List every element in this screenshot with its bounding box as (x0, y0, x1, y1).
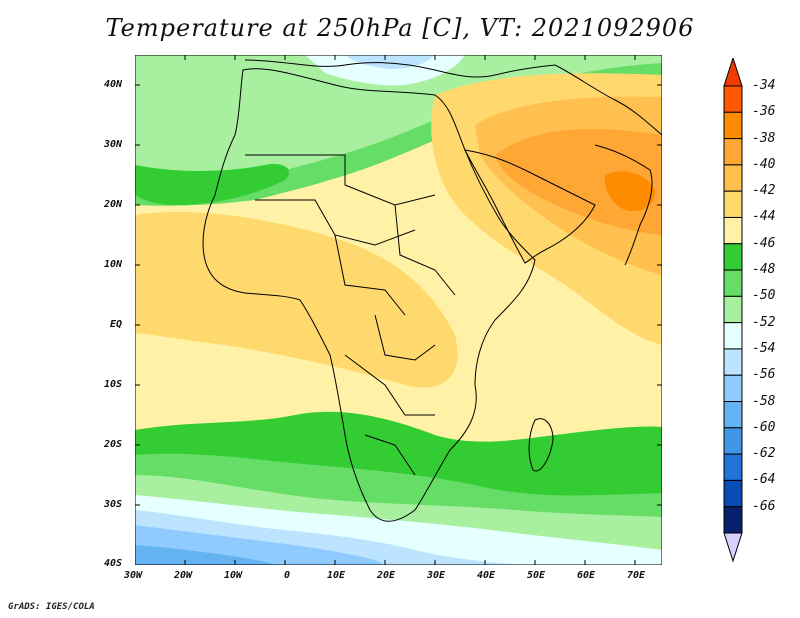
lon-label-30e: 30E (427, 570, 446, 581)
map-canvas (135, 55, 662, 565)
lon-label-70e: 70E (627, 570, 646, 581)
colorbar-box (723, 348, 743, 376)
colorbar-label: -60 (752, 419, 776, 435)
lat-label-40s: 40S (104, 558, 123, 569)
field-west-green (135, 164, 289, 205)
field-north-cyan (305, 55, 465, 86)
temperature-map (135, 55, 662, 565)
lat-label-10s: 10S (104, 379, 123, 390)
field-central-orange (135, 211, 458, 388)
colorbar-label: -54 (752, 340, 776, 356)
colorbar-box (723, 216, 743, 245)
field-arabia-orange3 (495, 129, 662, 235)
colorbar-box (723, 506, 743, 534)
lat-label-20s: 20S (104, 439, 123, 450)
colorbar-box (723, 111, 743, 140)
lon-label-50e: 50E (527, 570, 546, 581)
lat-label-eq: EQ (110, 319, 123, 330)
colorbar-box (723, 85, 743, 113)
field-south-blue3 (135, 545, 275, 565)
lon-label-0: 0 (284, 570, 291, 581)
colorbar-box (723, 138, 743, 166)
colorbar-label: -34 (752, 78, 776, 93)
lon-label-20e: 20E (377, 570, 396, 581)
lon-label-60e: 60E (577, 570, 596, 581)
lat-label-30s: 30S (104, 499, 123, 510)
lon-label-40e: 40E (477, 570, 496, 581)
colorbar-box (723, 190, 743, 218)
coastlines (202, 59, 662, 522)
colorbar-label: -66 (752, 498, 776, 514)
colorbar-box (723, 479, 743, 508)
lon-label-30w: 30W (124, 570, 143, 581)
credit-footer: GrADS: IGES/COLA (8, 602, 95, 612)
colorbar-box (723, 322, 743, 350)
colorbar-bottom-triangle (723, 532, 743, 563)
colorbar (723, 58, 743, 563)
lat-label-40n: 40N (104, 79, 123, 90)
lon-label-10w: 10W (224, 570, 243, 581)
colorbar-box (723, 295, 743, 324)
colorbar-label: -42 (752, 183, 776, 199)
colorbar-label: -36 (752, 104, 776, 120)
colorbar-label: -38 (752, 130, 776, 146)
map-title: Temperature at 250hPa [C], VT: 202109290… (105, 14, 695, 42)
colorbar-box (723, 374, 743, 403)
colorbar-box (723, 401, 743, 429)
field-india-orange4 (604, 171, 656, 212)
colorbar-label: -50 (752, 288, 776, 304)
colorbar-label: -58 (752, 393, 776, 409)
lon-label-20w: 20W (174, 570, 193, 581)
colorbar-label: -46 (752, 235, 776, 251)
field-mada-green (543, 438, 581, 476)
colorbar-box (723, 427, 743, 455)
colorbar-label: -44 (752, 209, 776, 225)
colorbar-box (723, 269, 743, 297)
colorbar-label: -48 (752, 262, 776, 278)
colorbar-box (723, 243, 743, 271)
lon-label-10e: 10E (327, 570, 346, 581)
lat-label-20n: 20N (104, 199, 123, 210)
lat-label-30n: 30N (104, 139, 123, 150)
colorbar-label: -56 (752, 367, 776, 383)
colorbar-label: -40 (752, 156, 776, 172)
colorbar-top-triangle (723, 58, 743, 87)
colorbar-label: -52 (752, 314, 776, 330)
field-north-lightgreen (135, 55, 662, 179)
colorbar-box (723, 453, 743, 481)
colorbar-label: -64 (752, 472, 776, 488)
axis-ticks (135, 55, 662, 565)
lat-label-10n: 10N (104, 259, 123, 270)
colorbar-box (723, 164, 743, 192)
colorbar-label: -62 (752, 446, 776, 462)
